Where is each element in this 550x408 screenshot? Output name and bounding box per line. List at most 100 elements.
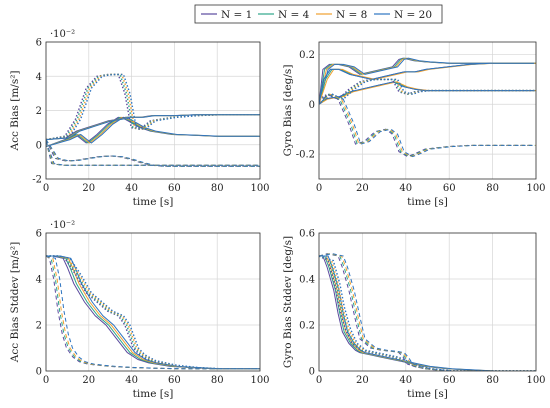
- axis-exponent: ·10⁻²: [50, 220, 75, 231]
- y-tick-label: -0.2: [296, 150, 315, 161]
- x-tick-label: 80: [211, 183, 224, 194]
- series-line-n20-solid: [46, 255, 260, 370]
- y-tick-label: 0.2: [299, 321, 315, 332]
- x-tick-label: 40: [399, 375, 412, 386]
- series-line-n8-dotted: [319, 255, 536, 371]
- x-tick-label: 100: [526, 183, 545, 194]
- series-line-n1-dashed: [46, 139, 259, 167]
- series-line-n20-dotted: [46, 73, 260, 141]
- x-tick-label: 20: [356, 183, 369, 194]
- x-tick-label: 60: [443, 183, 456, 194]
- series-line-n1-dashed: [46, 255, 260, 370]
- y-axis-label: Acc Bias [m/s²]: [9, 70, 21, 151]
- series-line-n4-dotted: [46, 255, 260, 370]
- series-line-n8-dashed: [46, 139, 260, 167]
- y-tick-label: 0: [36, 140, 42, 151]
- y-axis-label: Acc Bias Stddev [m/s²]: [9, 242, 21, 363]
- series-line-n4-solid: [319, 255, 536, 371]
- series-line-n4-dashed: [46, 255, 260, 370]
- series-line-n8-dashed: [46, 255, 260, 370]
- x-tick-label: 40: [399, 183, 412, 194]
- series-line-n1-solid: [319, 255, 534, 371]
- series-line-n20-dashed: [46, 141, 260, 166]
- y-tick-label: 0.4: [299, 275, 315, 286]
- y-tick-label: 0: [36, 367, 42, 378]
- x-tick-label: 80: [486, 375, 499, 386]
- series-line-n20-solid: [46, 116, 260, 147]
- series-line-n8-solid: [319, 81, 536, 105]
- series-line-n8-solid: [319, 255, 536, 371]
- series-line-n20-solid: [46, 114, 260, 141]
- series-line-n8-solid: [46, 255, 260, 370]
- series-line-n8-dashed: [319, 93, 536, 158]
- series-line-n1-dotted: [319, 78, 534, 101]
- x-tick-label: 0: [43, 375, 49, 386]
- series-line-n4-dashed: [319, 253, 536, 371]
- series-line-n4-solid: [319, 57, 536, 105]
- x-tick-label: 20: [82, 375, 95, 386]
- x-axis-label: time [s]: [133, 196, 174, 208]
- y-tick-label: 0: [309, 367, 315, 378]
- series-line-n4-dashed: [46, 139, 260, 167]
- x-tick-label: 100: [250, 375, 269, 386]
- plot-frame: [318, 232, 537, 372]
- x-tick-label: 20: [356, 375, 369, 386]
- series-line-n20-dashed: [46, 255, 260, 370]
- series-line-n4-dotted: [319, 255, 536, 371]
- legend-label-n1: N = 1: [221, 9, 252, 21]
- series-line-n8-dashed: [319, 253, 536, 371]
- x-tick-label: 80: [486, 183, 499, 194]
- x-tick-label: 20: [82, 183, 95, 194]
- series-line-n1-dashed: [319, 93, 534, 158]
- series-line-n20-dotted: [319, 78, 536, 101]
- x-tick-label: 100: [526, 375, 545, 386]
- x-tick-label: 100: [250, 183, 269, 194]
- y-axis-label: Gyro Bias [deg/s]: [282, 65, 294, 157]
- x-tick-label: 60: [168, 375, 181, 386]
- legend-label-n4: N = 4: [278, 9, 310, 21]
- x-axis-label: time [s]: [407, 388, 448, 400]
- y-tick-label: 4: [36, 72, 42, 83]
- series-line-n20-dotted: [46, 255, 260, 370]
- series-line-n4-dashed: [319, 93, 536, 158]
- series-line-n20-solid: [319, 255, 536, 371]
- panel-gyro-bias-stddev: 0 20 40 60 80 100 0 0.2 0.4 0.6 time [s] Gyro Bias …: [282, 229, 546, 401]
- series-group: [46, 73, 260, 167]
- x-tick-label: 0: [316, 183, 322, 194]
- series-line-n1-dashed: [319, 253, 534, 371]
- series-line-n8-dotted: [46, 255, 260, 370]
- x-tick-label: 60: [443, 375, 456, 386]
- series-group: [319, 253, 536, 371]
- plot-frame: [318, 41, 537, 180]
- x-tick-label: 80: [211, 375, 224, 386]
- y-tick-label: -2: [32, 175, 42, 186]
- y-tick-label: 4: [36, 275, 42, 286]
- series-line-n20-solid: [319, 57, 536, 105]
- y-axis-label: Gyro Bias Stddev [deg/s]: [282, 236, 294, 368]
- y-tick-label: 0.6: [299, 229, 315, 240]
- y-tick-label: 6: [36, 38, 42, 49]
- series-line-n20-dashed: [319, 253, 536, 371]
- panel-gyro-bias: 0 20 40 60 80 100 -0.2 0 0.2 time [s] Gyro Bias [d…: [282, 41, 546, 208]
- plot-frame: [45, 232, 261, 372]
- plot-frame: [45, 41, 261, 180]
- panel-acc-bias-stddev: 0 20 40 60 80 100 0 2 4 6 ·10⁻² time [s] Acc Bias St…: [9, 220, 270, 400]
- legend-label-n20: N = 20: [394, 9, 432, 21]
- series-line-n20-dotted: [319, 255, 536, 371]
- series-line-n20-solid: [319, 62, 535, 105]
- x-tick-label: 0: [316, 375, 322, 386]
- axis-exponent: ·10⁻²: [50, 29, 75, 40]
- x-tick-label: 40: [125, 375, 138, 386]
- series-line-n8-dotted: [46, 73, 260, 141]
- x-tick-label: 0: [43, 183, 49, 194]
- x-tick-label: 60: [168, 183, 181, 194]
- series-line-n1-dotted: [319, 255, 535, 371]
- series-group: [319, 57, 536, 158]
- y-tick-label: 2: [36, 321, 42, 332]
- series-line-n8-dotted: [319, 78, 536, 101]
- legend-label-n8: N = 8: [336, 9, 367, 21]
- x-tick-label: 40: [125, 183, 138, 194]
- x-axis-label: time [s]: [407, 196, 448, 208]
- series-group: [46, 255, 260, 370]
